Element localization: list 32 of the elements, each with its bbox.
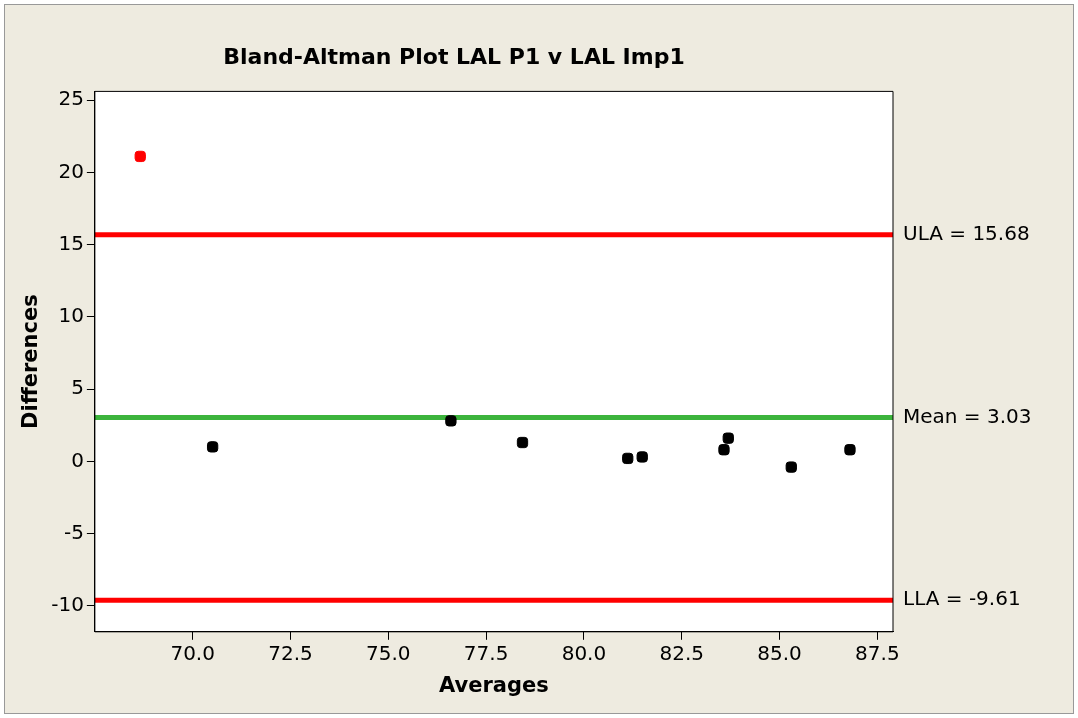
x-tick-label: 82.5 [659, 641, 704, 665]
x-tick-label: 70.0 [170, 641, 215, 665]
point [844, 444, 856, 456]
y-tick-label: 25 [58, 86, 84, 111]
y-tick-label: 20 [58, 158, 84, 183]
y-tick-label: 15 [58, 230, 84, 255]
y-tick-label: -10 [51, 591, 84, 616]
x-tick-label: 75.0 [366, 641, 411, 665]
point [516, 436, 529, 449]
point [722, 432, 734, 444]
x-axis-title: Averages [439, 672, 549, 697]
point [636, 451, 648, 463]
ref-line-label: Mean = 3.03 [903, 403, 1032, 428]
x-tick-label: 87.5 [855, 641, 900, 665]
point [622, 452, 634, 465]
x-tick-label: 80.0 [561, 641, 607, 665]
x-tick-label: 77.5 [463, 641, 509, 665]
y-axis-title: Differences [18, 294, 43, 429]
point [718, 444, 730, 456]
point [206, 441, 219, 453]
point [445, 415, 457, 427]
point [785, 461, 797, 473]
y-tick-label: 10 [58, 303, 84, 328]
y-tick-label: -5 [63, 519, 84, 544]
ref-line-label: ULA = 15.68 [903, 220, 1030, 245]
x-tick-label: 72.5 [268, 641, 313, 665]
y-tick-label: 5 [71, 375, 84, 400]
y-tick-label: 0 [71, 447, 84, 472]
chart-title: Bland-Altman Plot LAL P1 v LAL Imp1 [223, 43, 685, 69]
point [134, 150, 146, 163]
x-tick-label: 85.0 [757, 641, 802, 665]
ref-line-label: LLA = -9.61 [903, 586, 1021, 611]
